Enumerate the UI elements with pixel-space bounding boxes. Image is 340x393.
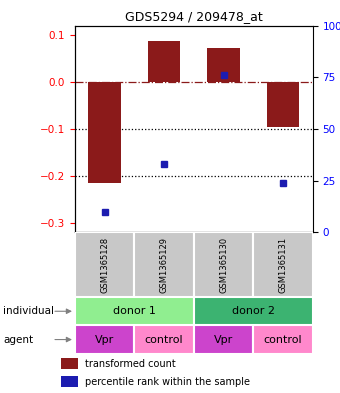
Bar	[207, 48, 240, 82]
Text: donor 1: donor 1	[113, 306, 156, 316]
Bar	[194, 232, 253, 297]
Bar	[267, 82, 300, 127]
Text: GSM1365128: GSM1365128	[100, 237, 109, 293]
Title: GDS5294 / 209478_at: GDS5294 / 209478_at	[125, 10, 263, 23]
Text: control: control	[145, 334, 183, 345]
Bar	[88, 82, 121, 183]
Text: Vpr: Vpr	[95, 334, 114, 345]
Bar	[253, 325, 313, 354]
Bar	[61, 376, 78, 387]
Bar	[134, 232, 194, 297]
Bar	[75, 232, 134, 297]
Text: control: control	[264, 334, 302, 345]
Bar	[134, 325, 194, 354]
Text: individual: individual	[3, 306, 54, 316]
Bar	[253, 232, 313, 297]
Text: transformed count: transformed count	[85, 358, 176, 369]
Text: GSM1365131: GSM1365131	[278, 237, 288, 293]
Text: percentile rank within the sample: percentile rank within the sample	[85, 377, 250, 387]
Text: GSM1365129: GSM1365129	[159, 237, 169, 293]
Bar	[75, 325, 134, 354]
Bar	[194, 325, 253, 354]
Text: Vpr: Vpr	[214, 334, 233, 345]
Text: agent: agent	[3, 334, 34, 345]
Text: donor 2: donor 2	[232, 306, 275, 316]
Bar	[61, 358, 78, 369]
Bar	[148, 40, 181, 82]
Bar	[75, 297, 194, 325]
Bar	[194, 297, 313, 325]
Text: GSM1365130: GSM1365130	[219, 237, 228, 293]
